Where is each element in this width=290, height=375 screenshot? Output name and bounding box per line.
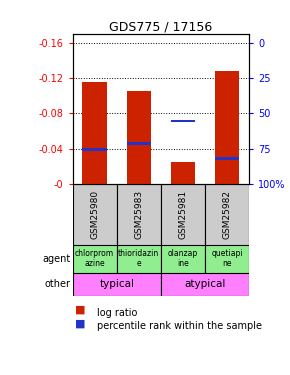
Text: typical: typical	[99, 279, 134, 290]
Text: quetiapi
ne: quetiapi ne	[211, 249, 243, 268]
Text: chlorprom
azine: chlorprom azine	[75, 249, 114, 268]
Text: log ratio: log ratio	[97, 308, 137, 318]
Bar	[171, 162, 195, 184]
Bar	[82, 82, 107, 184]
Bar	[117, 184, 161, 244]
Text: percentile rank within the sample: percentile rank within the sample	[97, 321, 262, 331]
Text: GSM25980: GSM25980	[90, 190, 99, 239]
Bar	[72, 184, 117, 244]
Bar	[171, 120, 195, 122]
Bar	[127, 92, 151, 184]
Text: thioridazin
e: thioridazin e	[118, 249, 160, 268]
Text: GSM25981: GSM25981	[179, 190, 188, 239]
Bar	[205, 184, 249, 244]
Text: GSM25983: GSM25983	[134, 190, 143, 239]
Bar	[161, 273, 249, 296]
Bar	[72, 273, 161, 296]
Text: other: other	[44, 279, 70, 290]
Bar	[215, 71, 240, 184]
Text: ■: ■	[75, 305, 86, 315]
Bar	[117, 244, 161, 273]
Bar	[205, 244, 249, 273]
Text: GSM25982: GSM25982	[223, 190, 232, 239]
Bar	[161, 184, 205, 244]
Text: agent: agent	[42, 254, 70, 264]
Bar	[215, 158, 240, 160]
Text: olanzap
ine: olanzap ine	[168, 249, 198, 268]
Text: atypical: atypical	[184, 279, 226, 290]
Bar	[72, 244, 117, 273]
Text: ■: ■	[75, 318, 86, 328]
Bar	[82, 148, 107, 151]
Bar	[127, 142, 151, 145]
Bar	[161, 244, 205, 273]
Text: GDS775 / 17156: GDS775 / 17156	[109, 21, 213, 34]
